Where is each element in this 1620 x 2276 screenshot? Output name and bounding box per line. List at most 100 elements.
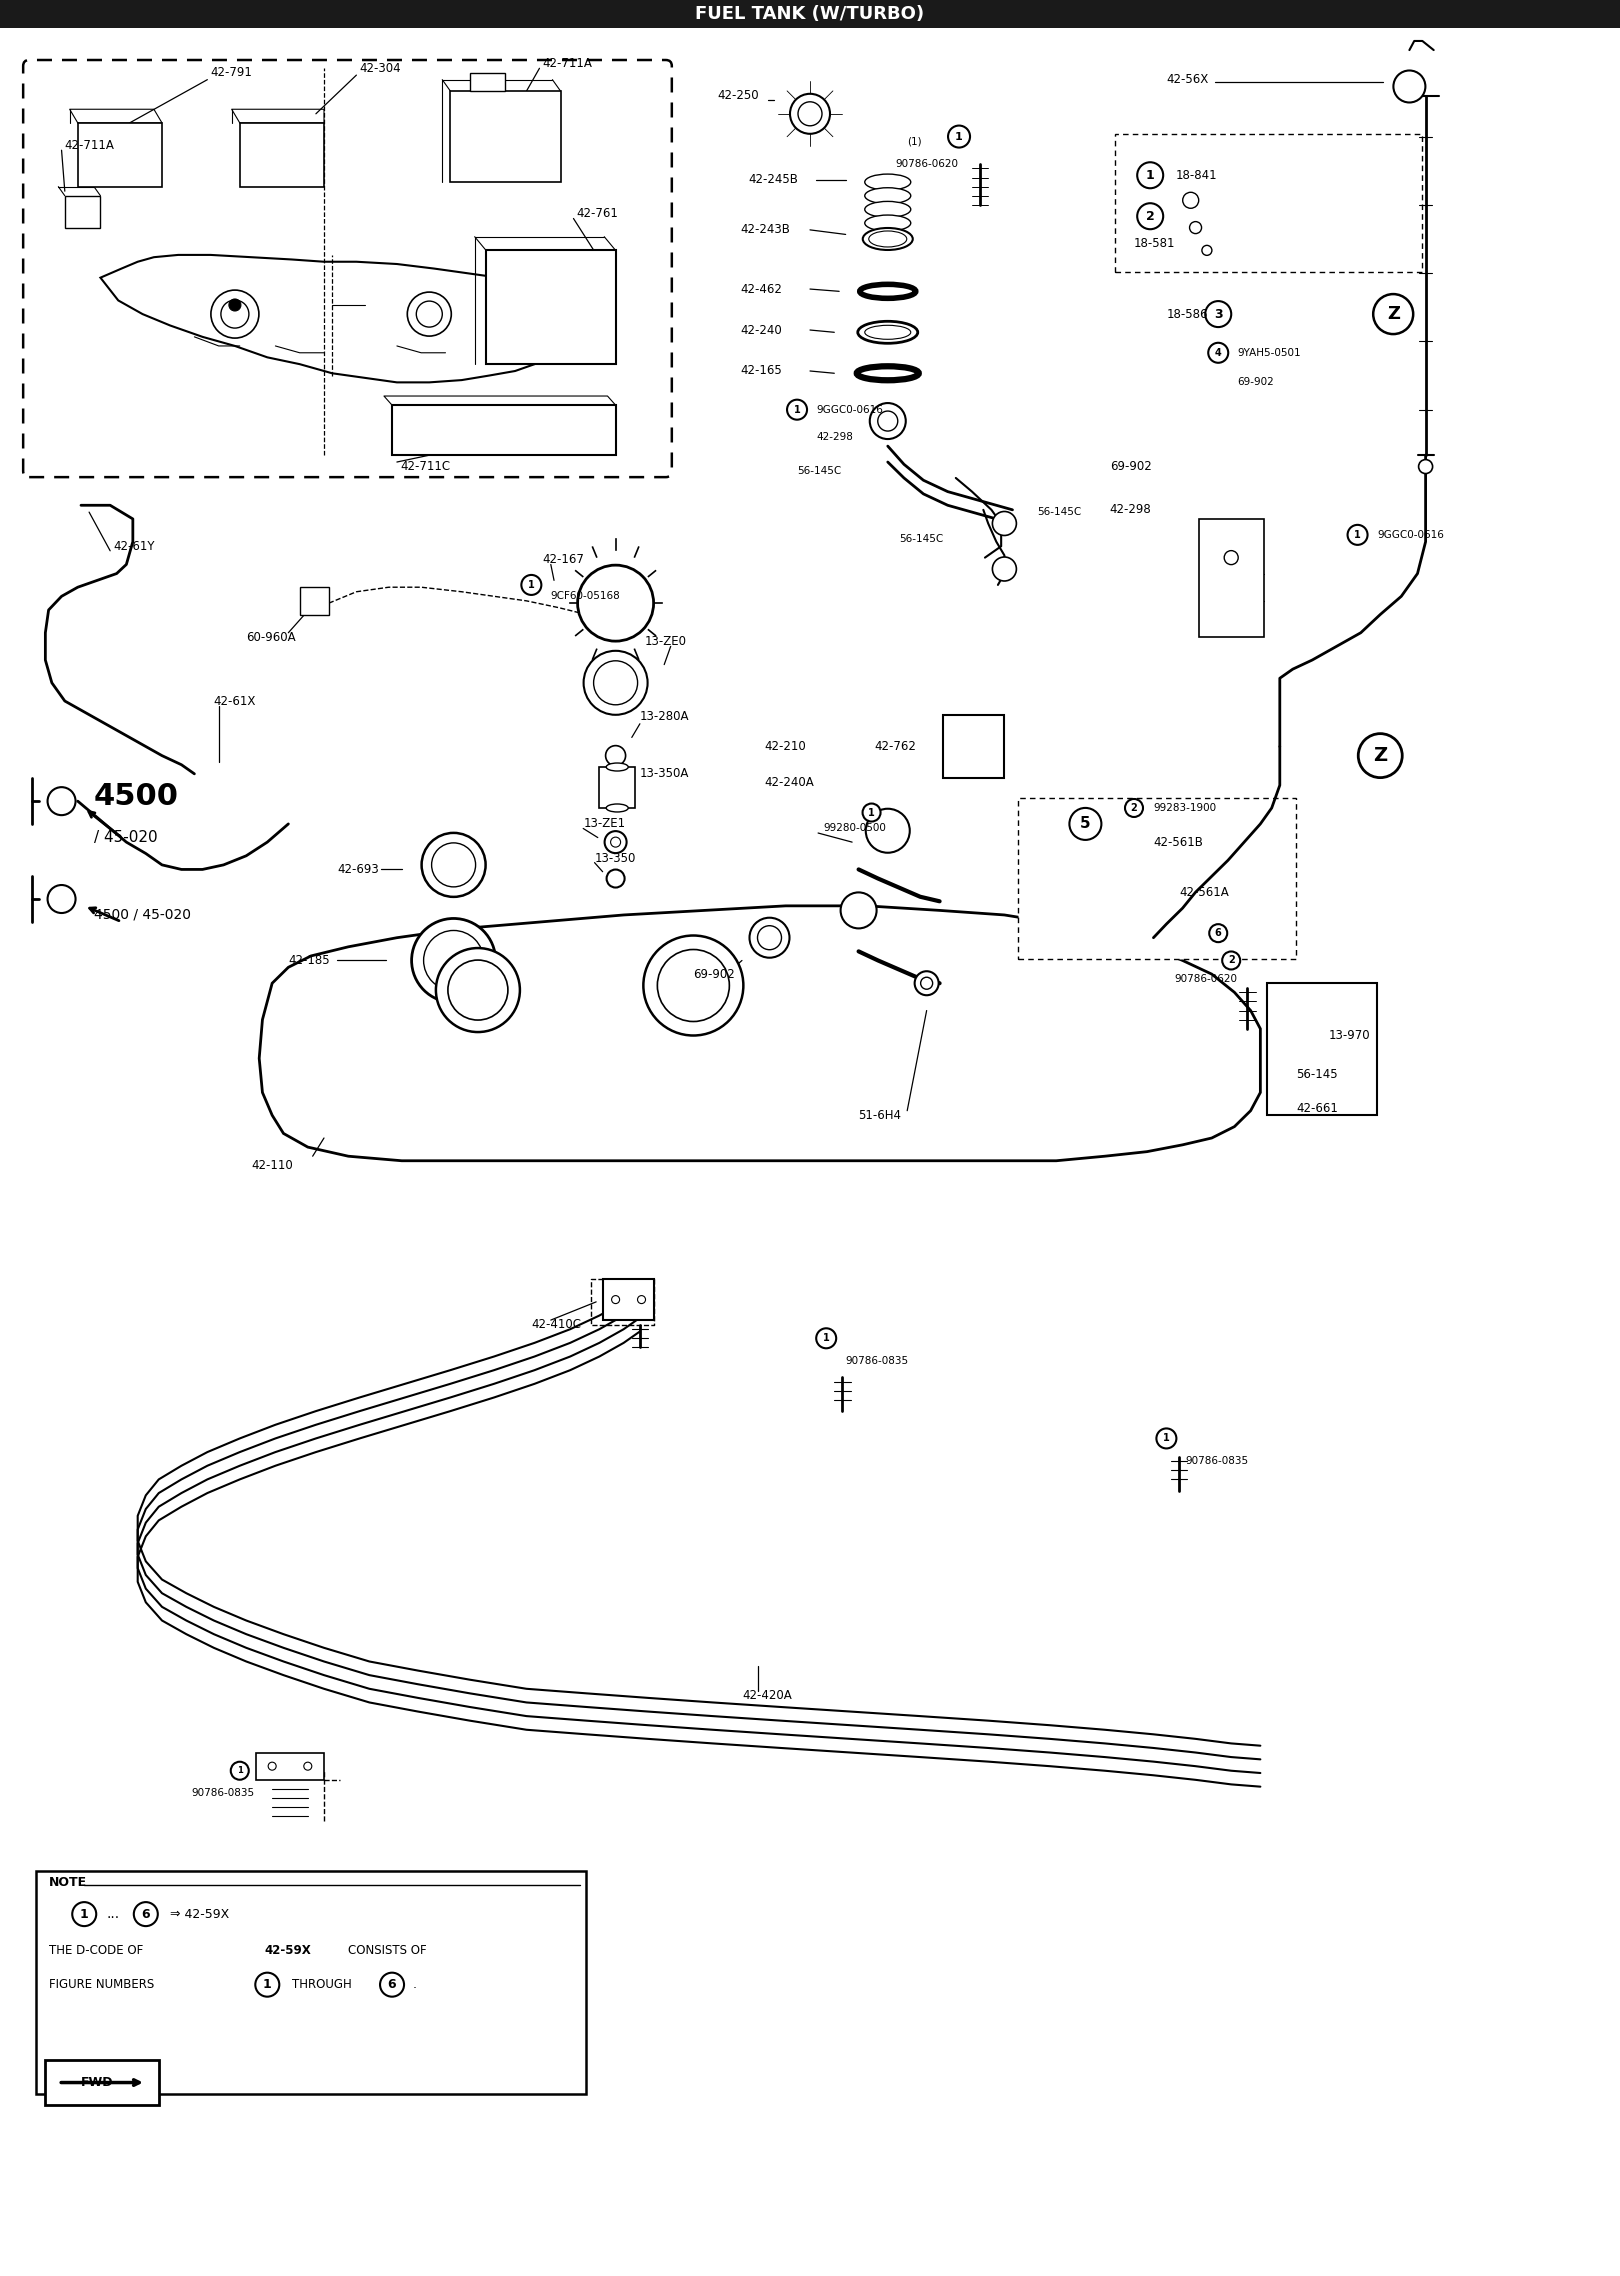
Ellipse shape <box>863 228 912 250</box>
Text: FWD: FWD <box>81 2076 113 2089</box>
Text: 42-165: 42-165 <box>740 364 782 378</box>
Circle shape <box>47 885 76 913</box>
Text: 42-185: 42-185 <box>288 954 330 967</box>
Ellipse shape <box>860 284 915 298</box>
Text: 1: 1 <box>868 808 875 817</box>
Circle shape <box>948 125 970 148</box>
Circle shape <box>658 949 729 1022</box>
Text: 18-581: 18-581 <box>1134 237 1176 250</box>
Text: 13-ZE1: 13-ZE1 <box>583 817 625 831</box>
Text: 1: 1 <box>237 1766 243 1775</box>
Text: 56-145C: 56-145C <box>899 535 943 544</box>
Circle shape <box>423 931 484 990</box>
Bar <box>1199 519 1264 637</box>
Text: 42-561B: 42-561B <box>1153 835 1204 849</box>
Circle shape <box>993 558 1016 580</box>
Bar <box>392 405 616 455</box>
Circle shape <box>841 892 876 929</box>
Circle shape <box>1221 951 1241 970</box>
Circle shape <box>1358 733 1403 778</box>
Circle shape <box>1069 808 1102 840</box>
FancyBboxPatch shape <box>1017 799 1296 958</box>
Circle shape <box>606 747 625 765</box>
Circle shape <box>1209 924 1228 942</box>
Ellipse shape <box>865 200 910 218</box>
Circle shape <box>750 917 789 958</box>
Text: CONSISTS OF: CONSISTS OF <box>348 1944 428 1957</box>
Bar <box>0 0 1620 30</box>
Ellipse shape <box>606 762 629 772</box>
Text: 42-561A: 42-561A <box>1179 885 1230 899</box>
Text: 42-210: 42-210 <box>765 740 807 753</box>
Text: 1: 1 <box>79 1907 89 1921</box>
Circle shape <box>604 831 627 854</box>
Text: 42-462: 42-462 <box>740 282 782 296</box>
Circle shape <box>220 300 249 328</box>
Polygon shape <box>45 2060 159 2105</box>
Circle shape <box>447 960 509 1020</box>
Circle shape <box>612 1295 619 1304</box>
Text: 69-902: 69-902 <box>1110 460 1152 473</box>
Text: 42-762: 42-762 <box>875 740 917 753</box>
Circle shape <box>211 289 259 339</box>
Circle shape <box>799 102 821 125</box>
Circle shape <box>73 1903 96 1925</box>
Text: Z: Z <box>1387 305 1400 323</box>
Bar <box>65 196 100 228</box>
Text: 9YAH5-0501: 9YAH5-0501 <box>1238 348 1301 357</box>
Text: Z: Z <box>1374 747 1387 765</box>
Ellipse shape <box>868 230 907 248</box>
Circle shape <box>1124 799 1144 817</box>
Circle shape <box>638 1295 645 1304</box>
Text: 4: 4 <box>1215 348 1221 357</box>
Text: 6: 6 <box>387 1978 397 1992</box>
FancyBboxPatch shape <box>1115 134 1422 271</box>
Circle shape <box>1209 344 1228 362</box>
Circle shape <box>1137 162 1163 189</box>
Text: THROUGH: THROUGH <box>292 1978 352 1992</box>
Circle shape <box>1225 551 1238 564</box>
Text: 69-902: 69-902 <box>693 967 735 981</box>
Circle shape <box>920 976 933 990</box>
Text: 42-761: 42-761 <box>577 207 619 221</box>
Text: ...: ... <box>107 1907 120 1921</box>
Circle shape <box>421 833 486 897</box>
Circle shape <box>593 660 638 706</box>
Bar <box>486 250 616 364</box>
Text: 18-586: 18-586 <box>1166 307 1209 321</box>
Circle shape <box>411 920 496 1001</box>
Text: 42-61Y: 42-61Y <box>113 539 156 553</box>
Text: 42-661: 42-661 <box>1296 1102 1338 1115</box>
Text: 60-960A: 60-960A <box>246 630 296 644</box>
Ellipse shape <box>857 366 919 380</box>
Circle shape <box>431 842 476 888</box>
Text: 6: 6 <box>1215 929 1221 938</box>
Bar <box>78 123 162 187</box>
Text: 69-902: 69-902 <box>1238 378 1275 387</box>
Ellipse shape <box>857 321 919 344</box>
Text: 42-59X: 42-59X <box>264 1944 311 1957</box>
Circle shape <box>878 412 897 430</box>
Text: 51-6H4: 51-6H4 <box>859 1108 902 1122</box>
Circle shape <box>1183 191 1199 209</box>
Circle shape <box>1157 1429 1176 1448</box>
Polygon shape <box>100 255 580 382</box>
Circle shape <box>578 564 653 642</box>
Circle shape <box>611 838 620 847</box>
Text: 42-791: 42-791 <box>211 66 253 80</box>
Bar <box>603 1279 654 1320</box>
Ellipse shape <box>865 187 910 205</box>
Text: 1: 1 <box>794 405 800 414</box>
Text: 90786-0835: 90786-0835 <box>1186 1457 1249 1466</box>
Text: 56-145C: 56-145C <box>1037 508 1081 517</box>
Text: 9GGC0-0616: 9GGC0-0616 <box>1377 530 1443 539</box>
Circle shape <box>791 93 829 134</box>
Circle shape <box>407 291 452 337</box>
Text: 5: 5 <box>1081 817 1090 831</box>
Text: 9CF60-05168: 9CF60-05168 <box>551 592 620 601</box>
Ellipse shape <box>865 325 910 339</box>
Circle shape <box>1419 460 1432 473</box>
Text: 13-350: 13-350 <box>595 851 637 865</box>
Text: 1: 1 <box>1145 168 1155 182</box>
Text: 6: 6 <box>141 1907 151 1921</box>
